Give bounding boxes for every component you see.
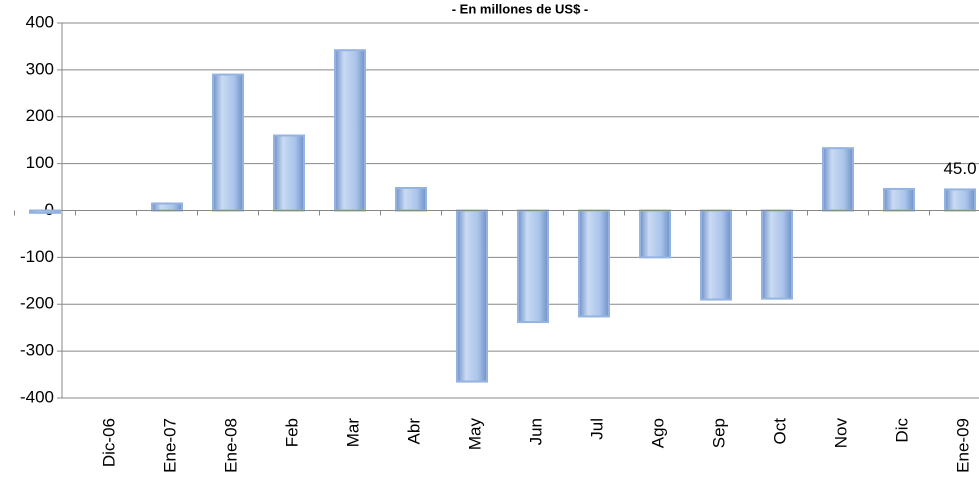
bar [334, 49, 366, 212]
bar [273, 134, 305, 212]
x-tick-label: Dic [892, 418, 911, 443]
bar [212, 73, 244, 212]
x-tick-label: Ago [648, 418, 667, 448]
x-tick-label: Feb [282, 418, 301, 447]
bar [29, 209, 61, 214]
bar [395, 187, 427, 212]
data-label: 45.0 [943, 159, 976, 178]
y-tick-label: 400 [26, 12, 54, 31]
chart-subtitle: - En millones de US$ - [452, 1, 589, 16]
x-tick-label: Dic-06 [99, 418, 118, 467]
bar [578, 209, 610, 318]
y-tick-label: -100 [20, 247, 54, 266]
x-tick-label: Jun [526, 418, 545, 445]
x-tick-label: Nov [831, 418, 850, 449]
x-tick-label: Ene-07 [160, 418, 179, 473]
y-tick-label: -200 [20, 294, 54, 313]
bar [639, 209, 671, 259]
y-tick-label: 200 [26, 106, 54, 125]
bar [151, 202, 183, 212]
bar [456, 209, 488, 383]
bar [517, 209, 549, 324]
bar [883, 187, 915, 212]
y-tick-label: 300 [26, 59, 54, 78]
x-tick-label: Jul [587, 418, 606, 440]
bar [700, 209, 732, 301]
bar [822, 147, 854, 212]
x-tick-label: Mar [343, 418, 362, 448]
x-tick-label: Abr [404, 418, 423, 445]
bar [944, 188, 976, 212]
y-tick-label: -300 [20, 341, 54, 360]
x-tick-label: Oct [770, 418, 789, 445]
y-tick-label: -400 [20, 387, 54, 406]
x-tick-label: Ene-08 [221, 418, 240, 473]
x-tick-label: Sep [709, 418, 728, 448]
x-tick-label: May [465, 418, 484, 451]
bar [761, 209, 793, 300]
y-tick-label: 100 [26, 153, 54, 172]
y-tick-label: 0 [45, 200, 54, 219]
x-tick-label: Ene-09 [953, 418, 972, 473]
